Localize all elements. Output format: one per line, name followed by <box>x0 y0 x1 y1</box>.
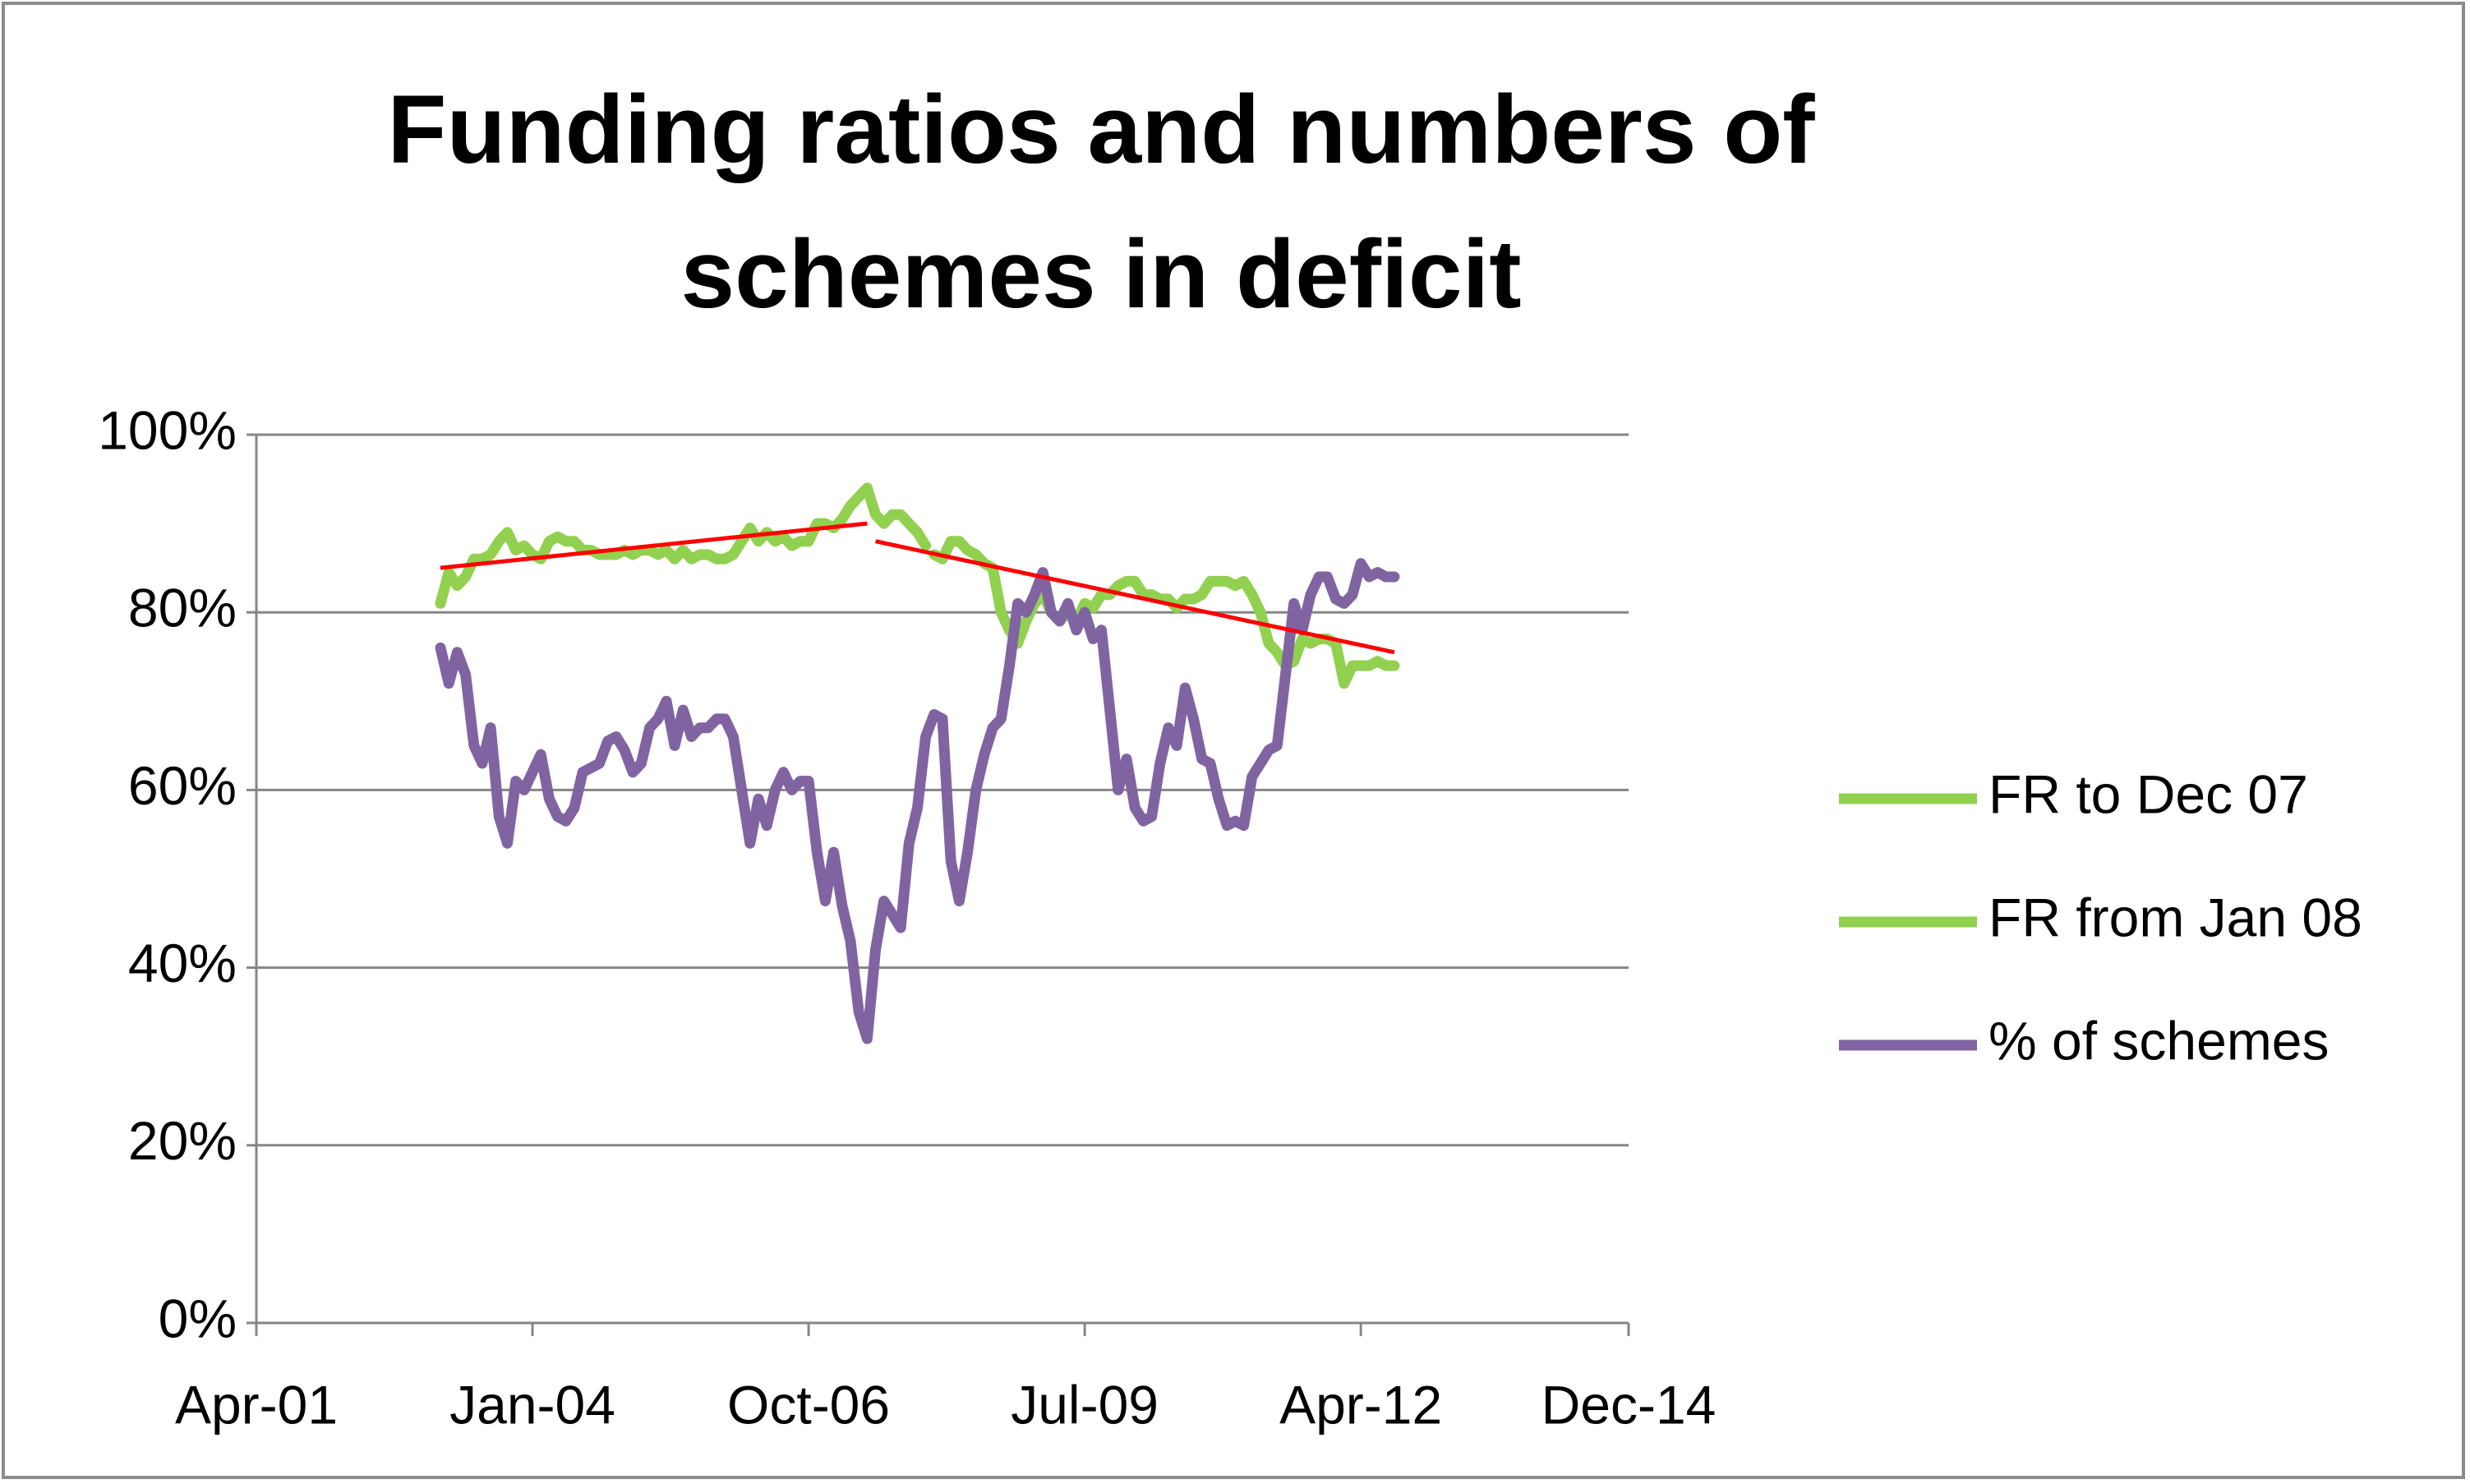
legend-label: FR from Jan 08 <box>1988 887 2362 947</box>
legend-label: % of schemes <box>1988 1010 2329 1071</box>
trend-line <box>874 539 1395 655</box>
data-line <box>435 482 932 609</box>
chart-title: Funding ratios and numbers of schemes in… <box>387 76 1815 329</box>
y-tick-label: 20% <box>128 1110 237 1171</box>
x-tick-label: Apr-12 <box>1279 1374 1442 1435</box>
x-tick-label: Jan-04 <box>449 1374 615 1435</box>
legend-label: FR to Dec 07 <box>1988 763 2308 824</box>
data-line <box>435 558 1400 1044</box>
y-tick-label: 0% <box>159 1288 237 1348</box>
y-tick-label: 100% <box>98 399 237 460</box>
trend-line <box>440 521 868 570</box>
x-tick-label: Jul-09 <box>1011 1374 1159 1435</box>
x-tick-label: Oct-06 <box>727 1374 890 1435</box>
y-tick-label: 80% <box>128 578 237 638</box>
y-tick-label: 40% <box>128 933 237 993</box>
x-tick-label: Dec-14 <box>1541 1374 1717 1435</box>
x-tick-label: Apr-01 <box>175 1374 338 1435</box>
y-tick-label: 60% <box>128 755 237 816</box>
